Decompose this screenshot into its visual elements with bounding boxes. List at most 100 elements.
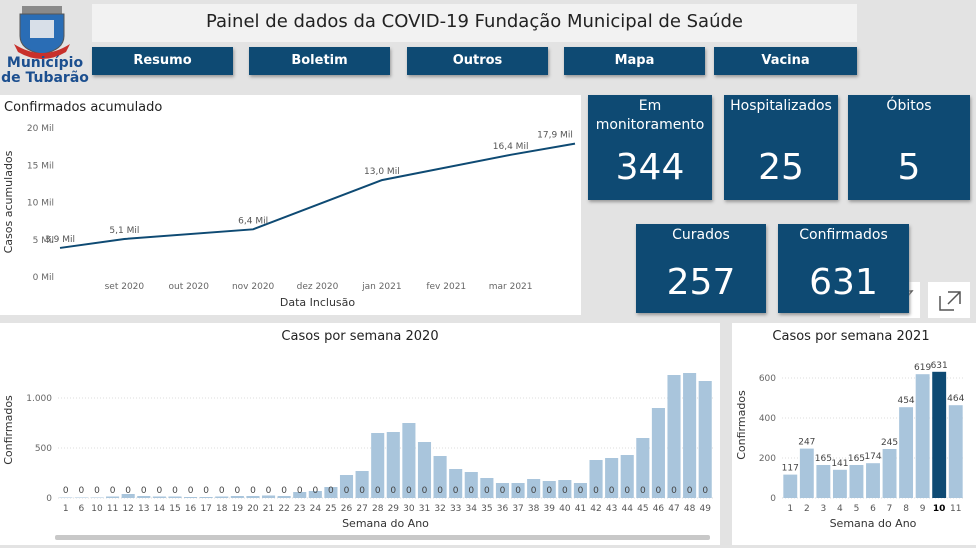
- data-label: 0: [188, 486, 194, 496]
- bar: [308, 491, 322, 498]
- kpi-label: Confirmados: [799, 227, 888, 243]
- kpi-card: Confirmados 631: [778, 224, 909, 313]
- data-label: 165: [815, 454, 832, 464]
- bar: [230, 496, 244, 498]
- nav-button[interactable]: Vacina: [714, 47, 857, 75]
- kpi-label: Em monitoramento: [595, 98, 705, 133]
- y-tick-label: 0 Mil: [33, 273, 54, 283]
- bar: [339, 475, 354, 498]
- data-label: 0: [687, 486, 693, 496]
- x-axis-title: Semana do Ano: [830, 517, 917, 530]
- kpi-label: Curados: [672, 227, 730, 243]
- bar: [667, 375, 681, 498]
- y-axis-title: Confirmados: [735, 390, 748, 460]
- bar: [511, 483, 525, 498]
- bar: [636, 438, 650, 498]
- bar: [882, 449, 897, 498]
- bar-panel-2020: [0, 323, 720, 545]
- x-axis-title: Semana do Ano: [342, 517, 429, 530]
- x-tick-label: 28: [372, 504, 384, 514]
- x-tick-label: 6: [79, 504, 85, 514]
- bar: [495, 483, 510, 498]
- data-label: 0: [578, 486, 584, 496]
- x-tick-label: mar 2021: [489, 282, 533, 292]
- data-label: 454: [897, 396, 914, 406]
- logo-crest: [14, 6, 70, 59]
- data-label: 0: [375, 486, 381, 496]
- bar: [324, 487, 338, 498]
- x-tick-label: 37: [512, 504, 523, 514]
- x-tick-label: 5: [854, 504, 860, 514]
- data-label: 0: [157, 486, 163, 496]
- x-tick-label: 29: [388, 504, 400, 514]
- x-tick-label: 15: [169, 504, 180, 514]
- bar: [698, 381, 712, 498]
- bar: [152, 496, 166, 498]
- nav-button[interactable]: Outros: [407, 47, 548, 75]
- nav-button[interactable]: Boletim: [249, 47, 390, 75]
- data-label: 0: [94, 486, 100, 496]
- data-label: 3,9 Mil: [45, 235, 75, 245]
- kpi-value: 344: [615, 147, 685, 188]
- x-tick-label: 1: [787, 504, 793, 514]
- y-tick-label: 15 Mil: [27, 161, 54, 171]
- x-tick-label: 27: [356, 504, 367, 514]
- bar: [932, 371, 947, 498]
- x-tick-label: 48: [684, 504, 696, 514]
- bar: [184, 497, 198, 498]
- x-axis-title: Data Inclusão: [280, 296, 356, 309]
- x-tick-label: 11: [107, 504, 118, 514]
- bar: [948, 405, 963, 498]
- y-tick-label: 500: [35, 444, 52, 454]
- logo-line: Município: [6, 55, 84, 71]
- x-tick-label: 11: [950, 504, 961, 514]
- bar: [199, 497, 213, 498]
- data-label: 0: [344, 486, 350, 496]
- bar: [849, 465, 864, 498]
- data-label: 16,4 Mil: [493, 142, 529, 152]
- data-label: 0: [515, 486, 521, 496]
- bar: [558, 480, 572, 498]
- scrollbar[interactable]: [55, 535, 710, 540]
- data-label: 0: [312, 486, 318, 496]
- nav-button[interactable]: Mapa: [564, 47, 705, 75]
- logo-text: Município de Tubarão: [0, 56, 90, 86]
- data-label: 0: [141, 486, 147, 496]
- bar: [899, 407, 914, 498]
- bar: [215, 496, 229, 498]
- nav-button[interactable]: Resumo: [92, 47, 233, 75]
- kpi-label: Óbitos: [886, 98, 932, 114]
- data-label: 0: [297, 486, 303, 496]
- chart-title: Confirmados acumulado: [4, 100, 162, 115]
- bar: [386, 432, 400, 498]
- x-tick-label: out 2020: [168, 282, 209, 292]
- x-tick-label: 1: [63, 504, 69, 514]
- x-tick-label: 8: [903, 504, 909, 514]
- expand-button[interactable]: [928, 282, 970, 318]
- kpi-card: Hospitalizados 25: [724, 95, 838, 200]
- y-tick-label: 200: [759, 454, 776, 464]
- x-tick-label: dez 2020: [297, 282, 339, 292]
- x-tick-label: 49: [699, 504, 711, 514]
- x-tick-label: 16: [185, 504, 197, 514]
- bar: [799, 448, 814, 498]
- bar: [90, 497, 104, 498]
- x-tick-label: 25: [325, 504, 336, 514]
- line-panel: [0, 95, 581, 315]
- x-tick-label: 20: [247, 504, 259, 514]
- kpi-card: Em monitoramento 344: [588, 95, 712, 200]
- data-label: 0: [702, 486, 708, 496]
- data-label: 0: [63, 486, 69, 496]
- x-tick-label: 17: [200, 504, 211, 514]
- data-label: 0: [203, 486, 209, 496]
- x-tick-label: set 2020: [105, 282, 145, 292]
- x-tick-label: 36: [497, 504, 509, 514]
- bar: [832, 469, 847, 498]
- x-tick-label: 18: [216, 504, 228, 514]
- data-label: 17,9 Mil: [537, 131, 573, 141]
- x-tick-label: 42: [590, 504, 601, 514]
- x-tick-label: 34: [466, 504, 478, 514]
- data-label: 631: [931, 361, 948, 371]
- data-label: 0: [593, 486, 599, 496]
- data-label: 464: [947, 394, 964, 404]
